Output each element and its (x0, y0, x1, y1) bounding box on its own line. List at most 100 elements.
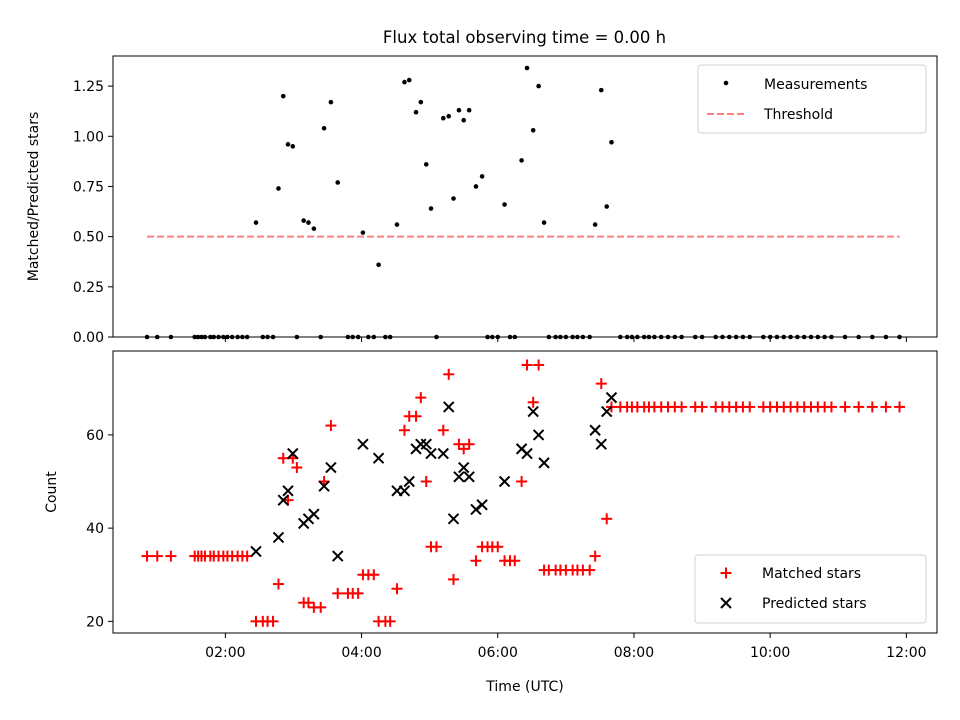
predicted-star-point-b (476, 499, 488, 511)
predicted-star-point-b (498, 475, 511, 488)
matched-star-point (391, 583, 403, 595)
predicted-star-point-b (357, 438, 369, 450)
bottom-legend-box (694, 554, 927, 624)
measurement-point (335, 180, 341, 185)
matched-star-point (410, 410, 422, 422)
measurement-point (376, 262, 381, 268)
predicted-star-point-b (420, 438, 432, 450)
top-legend: Measurements Threshold (697, 64, 927, 134)
y-tick-label: 1.25 (73, 79, 104, 95)
legend-marker-predicted-stars (720, 597, 732, 609)
matched-star-point (272, 578, 284, 590)
measurement-point (609, 140, 614, 145)
predicted-star-point (357, 438, 369, 450)
predicted-star-point (589, 424, 601, 436)
predicted-star-point-b (425, 447, 437, 460)
x-tick-label: 08:00 (614, 645, 654, 661)
predicted-star-point-b (463, 471, 475, 483)
matched-star-point (509, 555, 521, 567)
measurement-point (502, 202, 507, 207)
bottom-y-axis-label: Count (44, 471, 60, 513)
predicted-star-point (437, 447, 449, 460)
matched-star-point (141, 550, 153, 562)
matched-star-point (676, 401, 688, 413)
legend-label-threshold: Threshold (763, 107, 833, 123)
y-tick-label: 40 (86, 521, 104, 537)
predicted-star-point (277, 494, 289, 506)
figure-title: Flux total observing time = 0.00 h (383, 28, 666, 47)
predicted-star-point (325, 461, 337, 474)
matched-star-point (368, 569, 380, 581)
matched-star-point (352, 587, 364, 599)
measurement-point (360, 230, 366, 235)
predicted-star-point-b (453, 471, 465, 483)
predicted-star-point (538, 457, 550, 469)
legend-label-measurements: Measurements (764, 77, 867, 93)
matched-star-point (516, 476, 528, 488)
predicted-star-point (476, 499, 488, 511)
predicted-star-point-b (308, 508, 320, 520)
predicted-star-point (372, 452, 385, 464)
predicted-star-point-b (437, 447, 449, 460)
predicted-star-point-b (515, 443, 528, 455)
predicted-star-point-b (398, 485, 411, 497)
matched-star-point (315, 601, 327, 613)
matched-star-point (492, 541, 504, 553)
predicted-star-point-b (250, 545, 262, 558)
y-tick-label: 1.00 (73, 129, 104, 145)
measurement-point (301, 218, 306, 223)
measurement-point (418, 99, 424, 105)
matched-star-point (696, 401, 708, 413)
bottom-axes-frame (112, 350, 938, 634)
predicted-star-point (605, 391, 618, 404)
predicted-star-point-b (447, 513, 460, 525)
measurement-point (530, 127, 536, 133)
bottom-x-axis-label: Time (UTC) (485, 679, 563, 695)
measurement-point (306, 220, 311, 225)
predicted-star-point (318, 480, 330, 492)
predicted-star-point-b (277, 494, 289, 506)
predicted-star-point (282, 485, 294, 497)
predicted-star-point-b (403, 475, 415, 488)
matched-star-point (470, 555, 482, 567)
predicted-star-point (527, 405, 539, 418)
predicted-star-point-b (601, 405, 613, 418)
predicted-star-point (447, 513, 460, 525)
legend-marker-matched-stars (720, 567, 732, 579)
top-y-axis-label: Matched/Predicted stars (26, 112, 42, 282)
matched-star-point (584, 564, 596, 576)
matched-star-point (589, 550, 601, 562)
bottom-panel: 02:00 04:00 06:00 08:00 10:00 12:00 20 40 60 Ti… (44, 350, 938, 695)
x-tick-label: 02:00 (205, 645, 245, 661)
bottom-y-ticks: 20 40 60 (86, 428, 113, 630)
matched-star-point (325, 420, 337, 432)
bottom-legend: Matched stars Predicted stars (694, 554, 927, 624)
matched-star-point (533, 359, 545, 371)
measurement-point (428, 206, 434, 211)
predicted-star-point-b (318, 480, 330, 492)
measurement-point (541, 220, 547, 225)
legend-label-matched-stars: Matched stars (762, 566, 861, 582)
predicted-star-point (521, 447, 533, 460)
measurement-point (276, 186, 281, 191)
predicted-star-point (595, 438, 607, 450)
predicted-star-point-b (595, 438, 607, 450)
predicted-star-point (398, 485, 411, 497)
matched-star-point (866, 401, 878, 413)
legend-cross (720, 597, 732, 609)
matched-star-point (880, 401, 892, 413)
predicted-star-point (453, 471, 465, 483)
y-tick-label: 20 (86, 614, 104, 630)
predicted-star-point-b (521, 447, 533, 460)
top-y-ticks: 0.00 0.25 0.50 0.75 1.00 1.25 (73, 79, 113, 346)
predicted-star-point (272, 531, 285, 544)
measurement-point (290, 144, 296, 149)
measurement-point (446, 113, 452, 119)
predicted-star-point (250, 545, 262, 558)
predicted-star-point (601, 405, 613, 418)
predicted-star-point (403, 475, 415, 488)
matched-star-point (420, 476, 432, 488)
predicted-star-point (470, 503, 482, 516)
predicted-star-point-b (443, 401, 455, 413)
x-tick-label: 06:00 (478, 645, 518, 661)
